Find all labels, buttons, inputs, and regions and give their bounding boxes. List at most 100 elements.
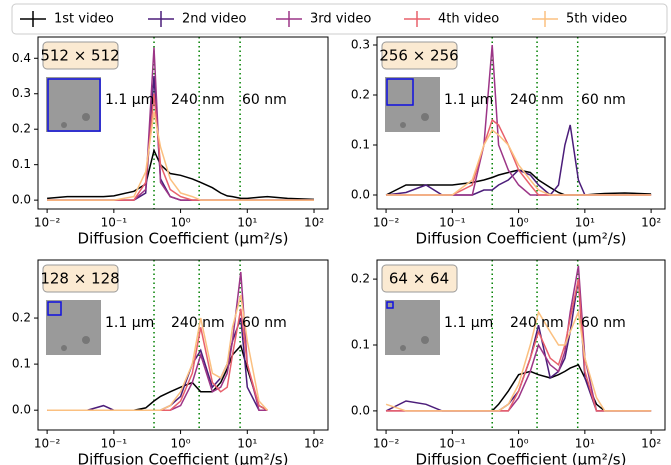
series-group bbox=[385, 265, 652, 412]
annotation: 240 nm bbox=[510, 92, 564, 108]
x-tick-label: 10¹ bbox=[237, 437, 257, 451]
annotation: 60 nm bbox=[242, 315, 287, 331]
title-box bbox=[42, 41, 119, 70]
title-box bbox=[381, 264, 458, 293]
y-tick-label: 0.1 bbox=[12, 357, 31, 371]
axes-frame bbox=[376, 36, 666, 210]
x-tick-label: 10² bbox=[641, 216, 661, 230]
axes-frame bbox=[37, 259, 329, 431]
annotation: 1.1 μm bbox=[105, 315, 154, 331]
series-line bbox=[491, 363, 606, 412]
annotation: 60 nm bbox=[242, 92, 287, 108]
y-tick-label: 0.1 bbox=[12, 157, 31, 171]
inset-image bbox=[46, 77, 101, 132]
annotation: 240 nm bbox=[171, 315, 225, 331]
inset-particle bbox=[61, 345, 67, 351]
series-line bbox=[385, 309, 652, 412]
series-line bbox=[386, 128, 652, 196]
series-group bbox=[385, 44, 652, 197]
annotation: 1.1 μm bbox=[444, 315, 493, 331]
y-tick-label: 0.3 bbox=[351, 38, 370, 52]
x-tick-label: 10⁻¹ bbox=[439, 216, 466, 230]
y-tick-label: 0.2 bbox=[12, 311, 31, 325]
x-tick-label: 10⁻² bbox=[373, 437, 400, 451]
x-tick-label: 10⁻¹ bbox=[101, 437, 128, 451]
inset-roi bbox=[47, 78, 101, 132]
axes-frame bbox=[376, 259, 666, 431]
inset-roi bbox=[47, 301, 62, 316]
legend-label: 4th video bbox=[438, 12, 499, 27]
annotation: 240 nm bbox=[171, 92, 225, 108]
series-line bbox=[385, 169, 652, 196]
inset-particle bbox=[82, 336, 90, 344]
title-box bbox=[42, 264, 119, 293]
inset-particle bbox=[61, 122, 67, 128]
annotation: 60 nm bbox=[581, 92, 626, 108]
y-tick-label: 0.0 bbox=[351, 403, 370, 417]
series-line bbox=[47, 344, 268, 411]
legend: 1st video 2nd video 3rd video 4th video 5th … bbox=[11, 3, 668, 35]
legend-label: 2nd video bbox=[182, 12, 246, 27]
annotation: 1.1 μm bbox=[105, 92, 154, 108]
x-tick-label: 10¹ bbox=[237, 216, 257, 230]
x-tick-label: 10⁰ bbox=[171, 216, 191, 230]
annotation: 240 nm bbox=[510, 315, 564, 331]
panel-title: 128 × 128 bbox=[40, 270, 119, 288]
y-tick-label: 0.2 bbox=[12, 122, 31, 136]
annotation: 60 nm bbox=[581, 315, 626, 331]
series-line bbox=[47, 148, 315, 201]
panel-title: 64 × 64 bbox=[389, 270, 449, 288]
inset-image bbox=[46, 300, 101, 355]
x-tick-label: 10² bbox=[304, 216, 324, 230]
annotation: 1.1 μm bbox=[444, 92, 493, 108]
x-tick-label: 10⁻² bbox=[34, 216, 61, 230]
panel-title: 256 × 256 bbox=[379, 47, 458, 65]
inset-particle bbox=[400, 345, 406, 351]
y-tick-label: 0.0 bbox=[12, 193, 31, 207]
x-tick-label: 10⁻² bbox=[373, 216, 400, 230]
x-tick-label: 10⁰ bbox=[509, 437, 529, 451]
x-tick-label: 10¹ bbox=[575, 437, 595, 451]
x-tick-label: 10⁻¹ bbox=[439, 437, 466, 451]
y-tick-label: 0.4 bbox=[12, 51, 31, 65]
panel: 10⁻² 10⁻¹ 10⁰ 10¹ 10² 0.0 0.1 0.2 Diffusion Coef… bbox=[12, 259, 329, 465]
inset-particle bbox=[82, 113, 90, 121]
legend-label: 5th video bbox=[566, 12, 627, 27]
legend-label: 1st video bbox=[54, 12, 114, 27]
y-tick-label: 0.3 bbox=[12, 86, 31, 100]
legend-box bbox=[11, 3, 668, 35]
inset-particle bbox=[421, 336, 429, 344]
series-line bbox=[47, 111, 314, 201]
x-tick-label: 10² bbox=[641, 437, 661, 451]
panel: 10⁻² 10⁻¹ 10⁰ 10¹ 10² 0.0 0.1 0.2 Diffusion Coef… bbox=[351, 259, 666, 465]
y-tick-label: 0.2 bbox=[351, 272, 370, 286]
panel: 10⁻² 10⁻¹ 10⁰ 10¹ 10² 0.0 0.1 0.2 0.3 0.4 Diffusio… bbox=[12, 36, 329, 248]
series-group bbox=[47, 271, 268, 411]
x-axis-label: Diffusion Coefficient (μm²/s) bbox=[416, 230, 627, 248]
legend-label: 3rd video bbox=[310, 12, 371, 27]
inset-roi bbox=[386, 78, 414, 106]
panel-title: 512 × 512 bbox=[40, 47, 119, 65]
x-tick-label: 10² bbox=[304, 437, 324, 451]
y-tick-label: 0.2 bbox=[351, 88, 370, 102]
panel: 10⁻² 10⁻¹ 10⁰ 10¹ 10² 0.0 0.1 0.2 0.3 Diffusion C… bbox=[351, 36, 666, 248]
x-axis-label: Diffusion Coefficient (μm²/s) bbox=[416, 451, 627, 465]
x-tick-label: 10⁰ bbox=[171, 437, 191, 451]
x-tick-label: 10¹ bbox=[575, 216, 595, 230]
y-tick-label: 0.0 bbox=[12, 403, 31, 417]
x-axis-label: Diffusion Coefficient (μm²/s) bbox=[78, 451, 289, 465]
series-line bbox=[47, 294, 268, 411]
inset-particle bbox=[400, 122, 406, 128]
y-tick-label: 0.1 bbox=[351, 338, 370, 352]
x-axis-label: Diffusion Coefficient (μm²/s) bbox=[78, 230, 289, 248]
y-tick-label: 0.0 bbox=[351, 188, 370, 202]
title-box bbox=[381, 41, 458, 70]
x-tick-label: 10⁻² bbox=[34, 437, 61, 451]
inset-particle bbox=[421, 113, 429, 121]
series-group bbox=[47, 47, 315, 201]
inset-image bbox=[385, 300, 440, 355]
inset-roi bbox=[386, 301, 394, 309]
y-tick-label: 0.1 bbox=[351, 138, 370, 152]
axes-frame bbox=[37, 36, 329, 210]
